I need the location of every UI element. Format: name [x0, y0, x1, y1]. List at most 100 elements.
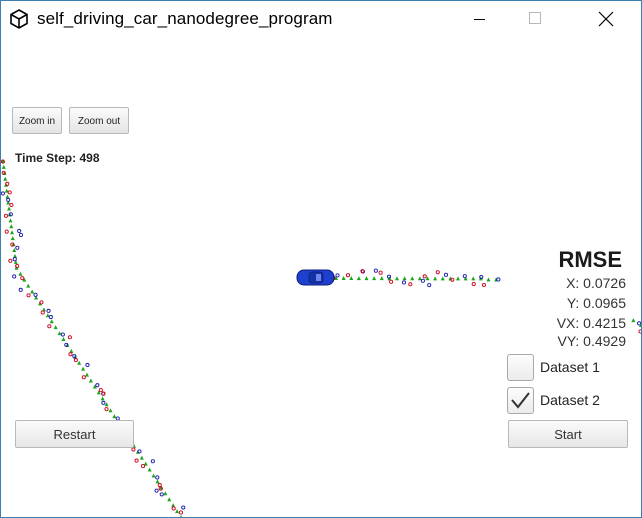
ground-truth-marker	[4, 188, 9, 193]
ground-truth-marker	[379, 276, 384, 281]
radar-marker	[373, 268, 378, 273]
ground-truth-marker	[440, 276, 445, 281]
ground-truth-marker	[22, 277, 27, 282]
ground-truth-marker	[341, 276, 346, 281]
lidar-marker	[68, 352, 73, 357]
ground-truth-marker	[3, 176, 8, 181]
ground-truth-marker	[139, 455, 144, 460]
ground-truth-marker	[425, 276, 430, 281]
ground-truth-marker	[10, 230, 14, 235]
lidar-marker	[345, 273, 351, 278]
lidar-marker	[73, 358, 78, 363]
radar-marker	[12, 257, 17, 262]
ground-truth-marker	[486, 277, 491, 282]
ground-truth-marker	[13, 259, 18, 264]
ground-truth-marker	[112, 414, 117, 419]
lidar-marker	[4, 229, 9, 234]
radar-marker	[154, 488, 159, 493]
lidar-marker	[104, 407, 109, 412]
lidar-marker	[10, 242, 15, 247]
radar-marker	[6, 197, 11, 202]
radar-marker	[60, 332, 65, 337]
radar-marker	[420, 278, 425, 283]
radar-marker	[443, 272, 449, 277]
lidar-marker	[101, 391, 106, 396]
ground-truth-marker	[92, 384, 97, 389]
radar-marker	[33, 292, 38, 297]
lidar-marker	[40, 310, 45, 315]
radar-marker	[72, 354, 77, 359]
checkmark-icon	[511, 392, 530, 409]
ground-truth-marker	[49, 319, 54, 324]
ground-truth-marker	[9, 224, 14, 229]
ground-truth-marker	[85, 372, 89, 377]
maximize-button[interactable]	[512, 1, 558, 39]
ground-truth-marker	[171, 503, 176, 508]
lidar-marker	[1, 170, 6, 175]
lidar-marker	[67, 335, 72, 340]
rmse-title: RMSE	[558, 247, 622, 272]
ground-truth-marker	[69, 348, 74, 353]
minimize-button[interactable]	[456, 1, 502, 39]
ground-truth-marker	[34, 295, 39, 300]
lidar-marker	[81, 375, 86, 380]
ground-truth-marker	[30, 289, 35, 294]
start-button[interactable]: Start	[508, 420, 628, 448]
radar-marker	[101, 400, 106, 405]
lidar-marker	[39, 300, 44, 305]
ground-truth-marker	[448, 276, 453, 281]
ground-truth-marker	[13, 253, 17, 258]
radar-marker	[8, 212, 13, 217]
ground-truth-marker	[147, 467, 152, 472]
dataset-1-checkbox[interactable]	[507, 354, 534, 381]
car-windshield	[316, 274, 321, 281]
lidar-marker	[47, 324, 52, 329]
lidar-marker	[131, 447, 136, 452]
lidar-marker	[450, 277, 455, 282]
zoom-in-button[interactable]: Zoom in	[12, 107, 62, 134]
ground-truth-marker	[410, 276, 415, 281]
radar-marker	[181, 505, 186, 510]
radar-marker	[496, 277, 501, 282]
ground-truth-marker	[61, 337, 66, 341]
radar-marker	[462, 274, 467, 279]
lidar-marker	[1, 159, 5, 164]
restart-button[interactable]: Restart	[15, 420, 134, 448]
lidar-marker	[98, 388, 103, 393]
radar-marker	[46, 308, 51, 313]
ground-truth-marker	[631, 318, 636, 323]
ground-truth-marker	[151, 473, 156, 478]
ground-truth-marker	[349, 276, 354, 281]
radar-marker	[64, 342, 69, 347]
zoom-out-button[interactable]: Zoom out	[69, 107, 129, 134]
ground-truth-marker	[1, 164, 6, 169]
ground-truth-marker	[167, 497, 172, 502]
lidar-marker	[389, 279, 394, 284]
rmse-x: X: 0.0726	[566, 275, 626, 291]
ground-truth-marker	[356, 276, 361, 281]
time-step-readout: Time Step: 498	[15, 151, 100, 165]
radar-marker	[150, 459, 155, 464]
lidar-marker	[134, 458, 139, 463]
ground-truth-marker	[433, 276, 438, 281]
ground-truth-marker	[53, 325, 58, 330]
ground-truth-marker	[402, 276, 407, 281]
ground-truth-marker	[77, 360, 82, 365]
lidar-marker	[638, 329, 641, 334]
rmse-vx: VX: 0.4215	[556, 315, 626, 331]
lidar-marker	[378, 270, 383, 275]
lidar-marker	[360, 269, 365, 274]
ground-truth-marker	[471, 276, 476, 281]
ground-truth-marker	[8, 218, 13, 223]
unity-icon	[10, 9, 28, 29]
lidar-marker	[422, 274, 427, 279]
dataset-1-label: Dataset 1	[540, 359, 600, 375]
title-bar[interactable]: self_driving_car_nanodegree_program	[1, 1, 641, 39]
lidar-marker	[435, 270, 440, 275]
dataset-2-checkbox[interactable]	[507, 387, 534, 414]
lidar-marker	[5, 181, 10, 186]
ground-truth-marker	[395, 276, 399, 281]
radar-marker	[12, 274, 17, 279]
time-step-value: 498	[79, 151, 100, 165]
close-button[interactable]	[583, 1, 629, 39]
